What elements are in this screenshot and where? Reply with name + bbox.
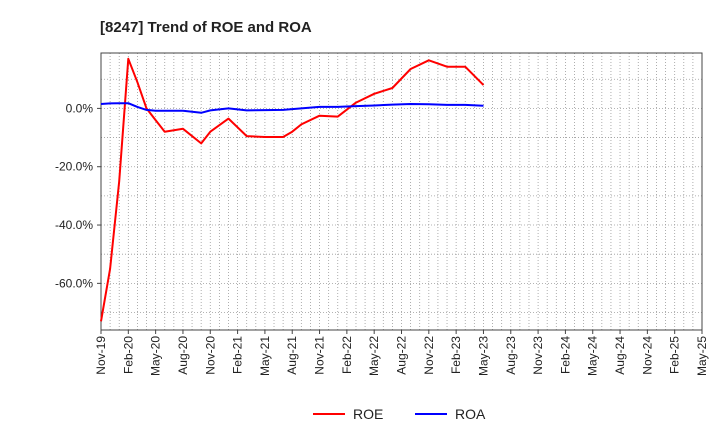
x-tick-label: Feb-25 <box>668 336 682 374</box>
legend: ROE ROA <box>313 406 486 422</box>
x-tick-label: Aug-23 <box>504 336 518 375</box>
y-tick-label: -40.0% <box>55 218 93 232</box>
x-tick-label: Nov-24 <box>640 336 654 375</box>
x-tick-label: Nov-21 <box>313 336 327 375</box>
chart-title: [8247] Trend of ROE and ROA <box>100 19 312 36</box>
y-tick-label: 0.0% <box>66 101 94 115</box>
series-line-roe <box>100 57 485 322</box>
x-tick-label: Nov-22 <box>422 336 436 375</box>
x-tick-label: May-21 <box>258 336 272 376</box>
x-tick-label: Aug-24 <box>613 336 627 375</box>
x-tick-label: Feb-23 <box>449 336 463 374</box>
x-tick-label: Feb-22 <box>340 336 354 374</box>
x-tick-label: Feb-24 <box>558 336 572 374</box>
y-tick-label: -20.0% <box>55 160 93 174</box>
x-tick-label: Nov-23 <box>531 336 545 375</box>
x-tick-label: Aug-20 <box>176 336 190 375</box>
x-tick-label: May-22 <box>367 336 381 376</box>
y-tick-label: -60.0% <box>55 276 93 290</box>
x-tick-label: Nov-19 <box>94 336 108 375</box>
series-layer <box>100 57 485 322</box>
x-tick-label: Aug-22 <box>395 336 409 375</box>
x-tick-label: Feb-20 <box>121 336 135 374</box>
x-tick-label: Nov-20 <box>203 336 217 375</box>
x-tick-label: May-20 <box>149 336 163 376</box>
legend-label-roa: ROA <box>455 406 486 422</box>
x-tick-label: May-25 <box>695 336 709 376</box>
legend-label-roe: ROE <box>353 406 383 422</box>
x-tick-label: Aug-21 <box>285 336 299 375</box>
axis-layer: 0.0% -20.0% -40.0% -60.0% Nov-19 Feb-20 May-20… <box>55 52 709 376</box>
series-line-roa <box>100 102 484 114</box>
x-tick-label: Feb-21 <box>231 336 245 374</box>
x-tick-label: May-24 <box>586 336 600 376</box>
x-tick-label: May-23 <box>476 336 490 376</box>
